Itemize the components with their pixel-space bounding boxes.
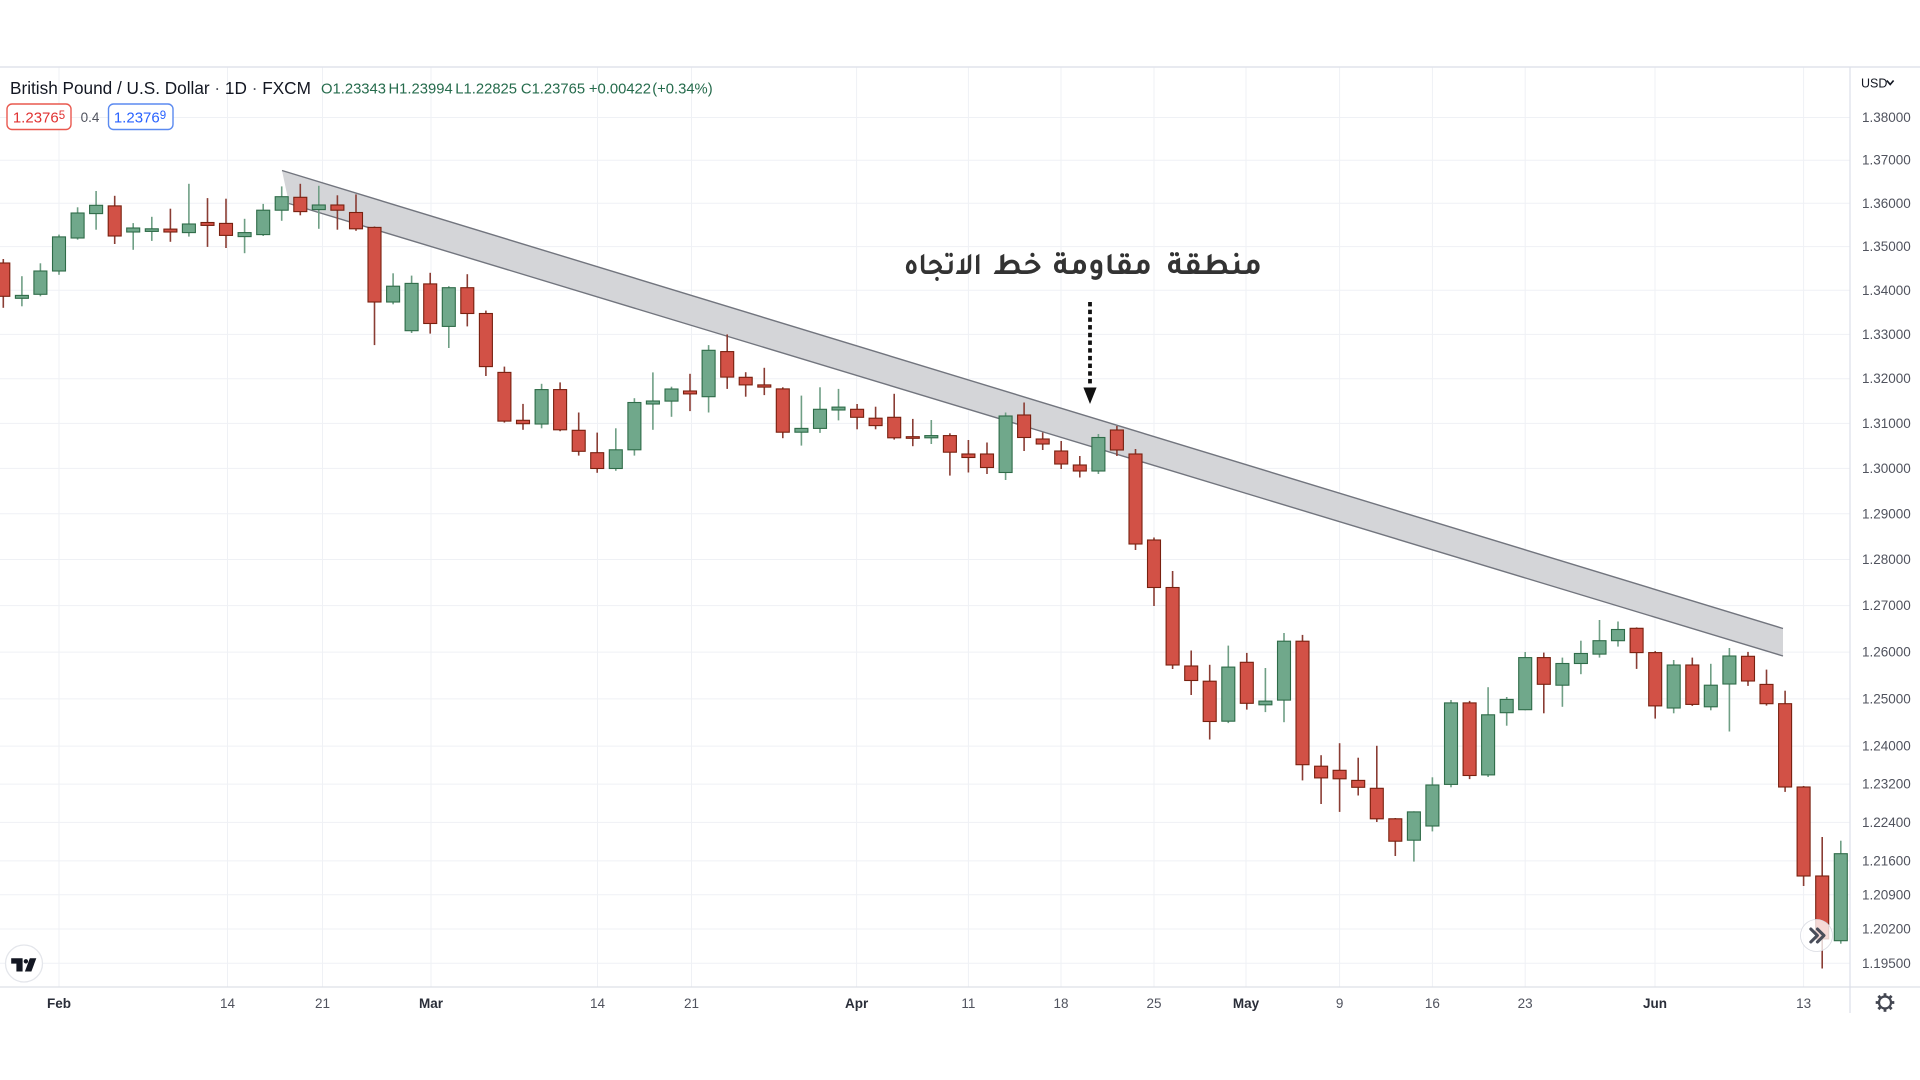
svg-text:14: 14 <box>590 996 606 1011</box>
svg-text:Apr: Apr <box>845 996 869 1011</box>
svg-text:1.38000: 1.38000 <box>1862 110 1911 125</box>
svg-text:1.30000: 1.30000 <box>1862 461 1911 476</box>
svg-text:1.20900: 1.20900 <box>1862 887 1911 902</box>
svg-text:21: 21 <box>684 996 699 1011</box>
svg-text:9: 9 <box>1336 996 1344 1011</box>
svg-text:21: 21 <box>315 996 330 1011</box>
svg-text:14: 14 <box>220 996 236 1011</box>
svg-text:May: May <box>1233 996 1260 1011</box>
svg-text:1.28000: 1.28000 <box>1862 552 1911 567</box>
svg-text:Mar: Mar <box>419 996 444 1011</box>
svg-text:British Pound / U.S. Dollar ·: British Pound / U.S. Dollar · 1D · FXCM <box>10 78 311 98</box>
svg-text:1.23769: 1.23769 <box>114 110 166 127</box>
svg-text:1.20200: 1.20200 <box>1862 922 1911 937</box>
svg-text:25: 25 <box>1146 996 1161 1011</box>
svg-text:11: 11 <box>961 996 975 1011</box>
svg-text:1.32000: 1.32000 <box>1862 371 1911 386</box>
svg-text:1.27000: 1.27000 <box>1862 598 1911 613</box>
svg-text:1.23765: 1.23765 <box>13 110 65 127</box>
svg-text:1.29000: 1.29000 <box>1862 506 1911 521</box>
svg-text:1.25000: 1.25000 <box>1862 691 1911 706</box>
svg-text:13: 13 <box>1796 996 1811 1011</box>
svg-text:1.35000: 1.35000 <box>1862 239 1911 254</box>
svg-text:1.33000: 1.33000 <box>1862 327 1911 342</box>
svg-text:18: 18 <box>1053 996 1068 1011</box>
svg-text:0.4: 0.4 <box>81 110 100 125</box>
svg-text:1.31000: 1.31000 <box>1862 416 1911 431</box>
svg-text:1.24000: 1.24000 <box>1862 739 1911 754</box>
svg-text:Feb: Feb <box>47 996 71 1011</box>
svg-text:16: 16 <box>1425 996 1440 1011</box>
svg-text:1.19500: 1.19500 <box>1862 956 1911 971</box>
svg-text:1.21600: 1.21600 <box>1862 853 1911 868</box>
svg-text:1.37000: 1.37000 <box>1862 153 1911 168</box>
svg-text:1.22400: 1.22400 <box>1862 815 1911 830</box>
svg-text:1.23200: 1.23200 <box>1862 777 1911 792</box>
svg-text:1.26000: 1.26000 <box>1862 645 1911 660</box>
svg-text:1.34000: 1.34000 <box>1862 283 1911 298</box>
svg-text:23: 23 <box>1518 996 1533 1011</box>
svg-text:1.36000: 1.36000 <box>1862 196 1911 211</box>
svg-text:Jun: Jun <box>1643 996 1667 1011</box>
svg-text:USD: USD <box>1861 77 1887 91</box>
